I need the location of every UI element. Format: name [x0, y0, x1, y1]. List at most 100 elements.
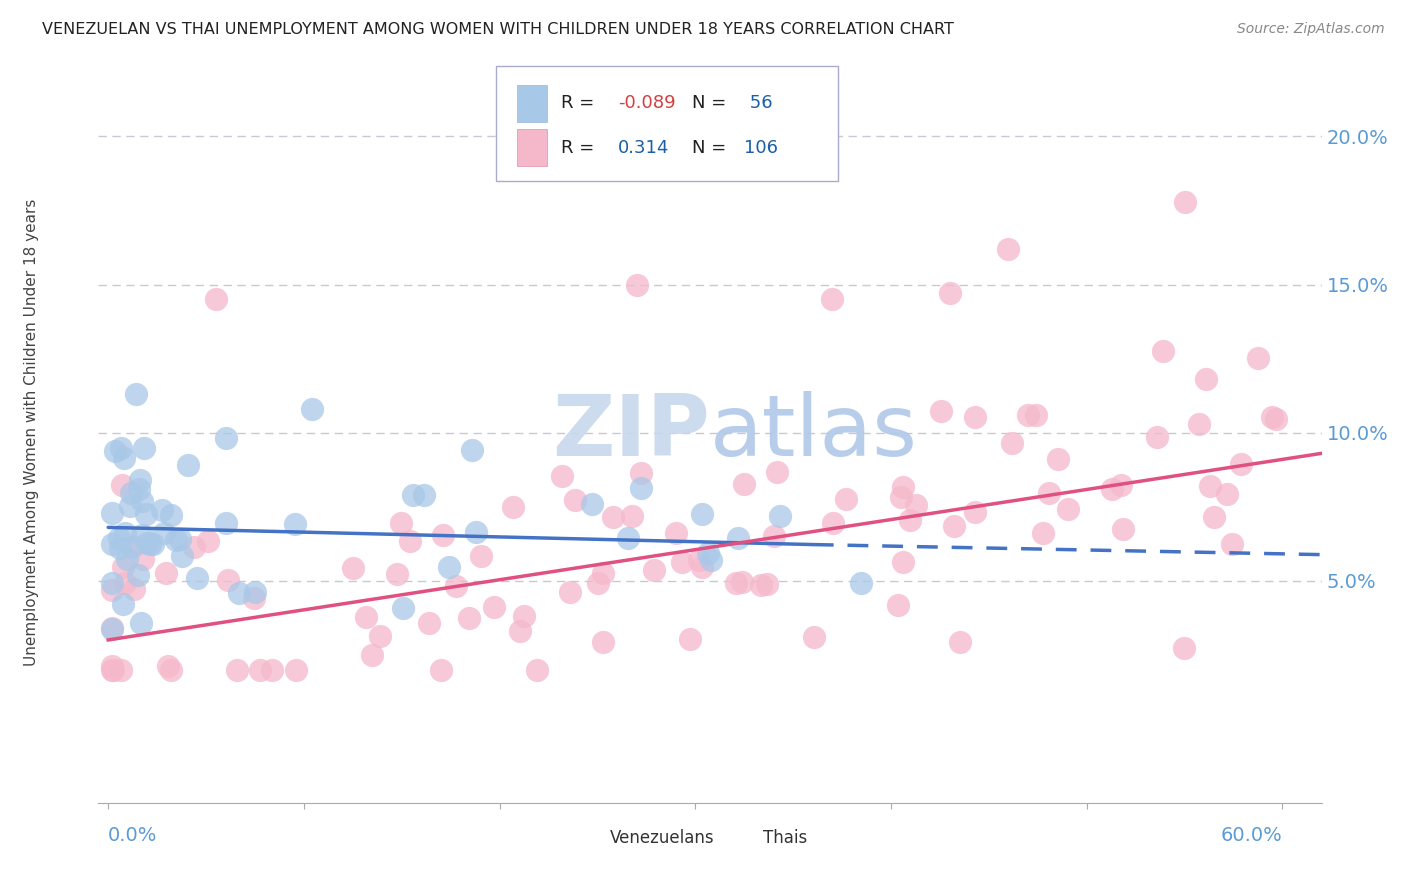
Point: [621, 508, 644, 523]
Text: 56: 56: [744, 95, 773, 112]
Text: R =: R =: [561, 138, 600, 157]
Point: [1146, 430, 1168, 444]
Point: [626, 277, 648, 292]
Point: [155, 566, 177, 580]
Point: [389, 516, 412, 531]
Point: [749, 577, 772, 591]
Point: [665, 525, 688, 540]
Point: [1216, 487, 1239, 501]
Point: [1152, 344, 1174, 359]
Point: [1032, 526, 1054, 541]
Point: [1198, 478, 1220, 492]
Point: [101, 537, 124, 551]
Point: [1174, 194, 1197, 209]
Point: [1246, 351, 1268, 365]
Point: [153, 526, 176, 541]
Point: [120, 499, 142, 513]
Point: [949, 634, 972, 648]
Point: [249, 663, 271, 677]
FancyBboxPatch shape: [517, 85, 547, 121]
Text: atlas: atlas: [710, 391, 918, 475]
Point: [387, 566, 409, 581]
Point: [446, 578, 468, 592]
Point: [1109, 478, 1132, 492]
Point: [602, 510, 624, 524]
Point: [108, 541, 131, 555]
Point: [581, 497, 603, 511]
Point: [755, 577, 778, 591]
Point: [285, 663, 308, 677]
Text: VENEZUELAN VS THAI UNEMPLOYMENT AMONG WOMEN WITH CHILDREN UNDER 18 YEARS CORRELA: VENEZUELAN VS THAI UNEMPLOYMENT AMONG WO…: [42, 22, 955, 37]
Point: [769, 508, 792, 523]
Point: [131, 494, 153, 508]
Point: [169, 532, 191, 546]
Point: [630, 481, 652, 495]
Point: [139, 537, 162, 551]
Point: [963, 506, 986, 520]
Text: N =: N =: [692, 95, 731, 112]
Text: Source: ZipAtlas.com: Source: ZipAtlas.com: [1237, 22, 1385, 37]
Point: [699, 553, 721, 567]
Point: [464, 525, 486, 540]
Point: [679, 632, 702, 646]
Point: [509, 624, 531, 639]
Point: [360, 648, 382, 662]
Point: [127, 568, 149, 582]
Point: [368, 629, 391, 643]
Point: [129, 473, 152, 487]
Point: [1264, 412, 1286, 426]
Point: [226, 663, 249, 677]
Point: [731, 575, 754, 590]
Point: [671, 556, 693, 570]
Point: [766, 465, 789, 479]
Point: [592, 635, 614, 649]
Text: 0.314: 0.314: [619, 138, 669, 157]
Point: [183, 540, 205, 554]
Point: [437, 560, 460, 574]
Point: [217, 574, 239, 588]
Point: [142, 537, 165, 551]
Point: [692, 560, 714, 574]
Point: [1056, 502, 1078, 516]
Point: [243, 591, 266, 605]
Text: ZIP: ZIP: [553, 391, 710, 475]
Point: [558, 585, 581, 599]
Point: [110, 441, 132, 455]
Point: [1101, 482, 1123, 496]
Point: [136, 536, 159, 550]
Text: 60.0%: 60.0%: [1220, 827, 1282, 846]
Point: [1112, 522, 1135, 536]
Point: [101, 506, 124, 520]
FancyBboxPatch shape: [517, 129, 547, 166]
Point: [942, 518, 965, 533]
Point: [150, 503, 173, 517]
Point: [125, 387, 148, 401]
Point: [727, 531, 749, 545]
Point: [134, 441, 156, 455]
Point: [630, 466, 652, 480]
Text: 106: 106: [744, 138, 779, 157]
Point: [215, 431, 238, 445]
Point: [1261, 409, 1284, 424]
Point: [121, 541, 143, 555]
Point: [904, 498, 927, 512]
Point: [301, 402, 323, 417]
Point: [939, 286, 962, 301]
Point: [1229, 457, 1251, 471]
Point: [135, 508, 157, 522]
Point: [1024, 408, 1046, 422]
Point: [1202, 509, 1225, 524]
Point: [688, 553, 710, 567]
Point: [412, 488, 434, 502]
Point: [131, 528, 153, 542]
Point: [122, 539, 145, 553]
Point: [172, 549, 194, 564]
Point: [430, 663, 453, 677]
Point: [115, 552, 138, 566]
Point: [112, 451, 135, 466]
Point: [101, 622, 124, 636]
Point: [997, 242, 1019, 256]
Point: [696, 546, 718, 560]
Text: Unemployment Among Women with Children Under 18 years: Unemployment Among Women with Children U…: [24, 199, 38, 666]
Point: [1220, 536, 1243, 550]
